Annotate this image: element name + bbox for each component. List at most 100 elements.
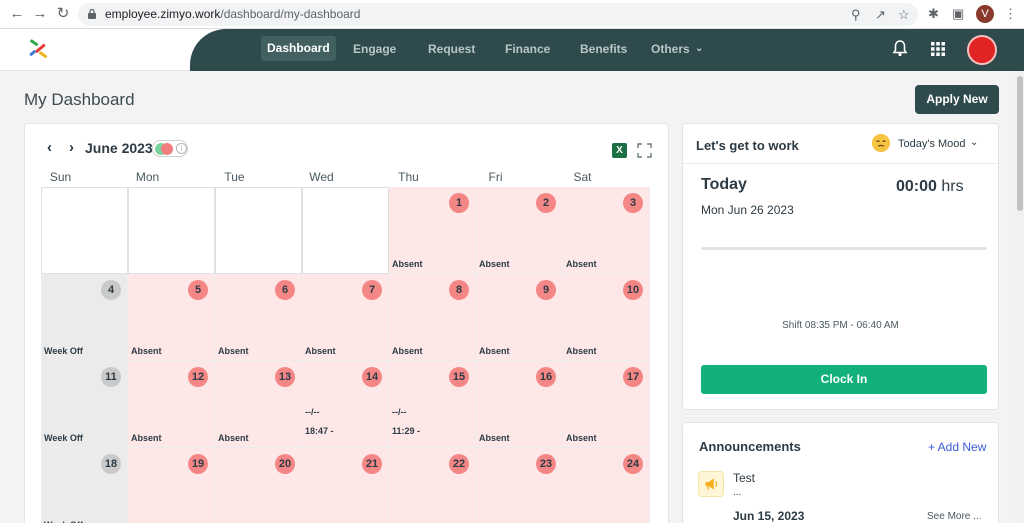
calendar-day-cell[interactable]: 20 [215, 448, 302, 523]
calendar-month-label: June 2023 [85, 140, 153, 156]
clock-in-button[interactable]: Clock In [701, 365, 987, 394]
weekday-label: Fri [488, 170, 503, 184]
fullscreen-expand-icon[interactable] [637, 143, 652, 158]
calendar-day-cell[interactable]: 4 Week Off [41, 274, 128, 361]
calendar-day-cell[interactable]: 11 Week Off [41, 361, 128, 448]
chevron-down-icon[interactable]: ⌄ [695, 43, 704, 54]
lock-icon [88, 9, 96, 19]
bell-icon[interactable] [892, 40, 908, 57]
top-navigation: Dashboard Engage Request Finance Benefit… [190, 29, 1024, 71]
day-number-badge: 24 [623, 454, 643, 474]
calendar-day-cell[interactable]: 15 --/-- 11:29 - [389, 361, 476, 448]
calendar-empty-cell [128, 187, 215, 274]
day-status: Absent [218, 346, 249, 356]
announcement-name[interactable]: Test [733, 471, 756, 485]
toggle-knob-red [161, 143, 173, 155]
day-number-badge: 16 [536, 367, 556, 387]
browser-menu-icon[interactable]: ⋮ [1004, 6, 1017, 21]
day-number-badge: 8 [449, 280, 469, 300]
day-status: Absent [392, 259, 423, 269]
day-number-badge: 20 [275, 454, 295, 474]
nav-engage[interactable]: Engage [353, 42, 397, 56]
calendar-day-cell[interactable]: 22 [389, 448, 476, 523]
calendar-day-cell[interactable]: 13 Absent [215, 361, 302, 448]
announcements-card: Announcements + Add New Test ... Jun 15,… [682, 422, 999, 523]
page-scrollbar[interactable] [1015, 71, 1024, 523]
chevron-down-icon: ⌄ [970, 137, 979, 148]
calendar-day-cell[interactable]: 9 Absent [476, 274, 563, 361]
calendar-day-cell[interactable]: 24 [563, 448, 650, 523]
share-icon[interactable]: ↗ [875, 7, 886, 22]
apply-new-button[interactable]: Apply New [915, 85, 999, 114]
weekday-label: Sat [573, 170, 592, 184]
page-title: My Dashboard [24, 90, 135, 109]
zimyo-logo-icon[interactable] [28, 38, 50, 60]
megaphone-icon [698, 471, 724, 497]
punch-in-time: --/-- [305, 407, 320, 417]
browser-profile-avatar[interactable]: V [976, 5, 994, 23]
calendar-day-cell[interactable]: 2 Absent [476, 187, 563, 274]
calendar-day-cell[interactable]: 16 Absent [476, 361, 563, 448]
day-status: Absent [131, 433, 162, 443]
day-number-badge: 9 [536, 280, 556, 300]
hours-worked: 00:00 hrs [896, 178, 964, 195]
day-number-badge: 5 [188, 280, 208, 300]
today-date: Mon Jun 26 2023 [701, 203, 794, 217]
calendar-view-toggle[interactable]: i [152, 140, 188, 157]
calendar-day-cell[interactable]: 14 --/-- 18:47 - [302, 361, 389, 448]
calendar-day-cell[interactable]: 10 Absent [563, 274, 650, 361]
calendar-day-cell[interactable]: 8 Absent [389, 274, 476, 361]
nav-benefits[interactable]: Benefits [580, 42, 628, 56]
calendar-day-cell[interactable]: 7 Absent [302, 274, 389, 361]
day-number-badge: 19 [188, 454, 208, 474]
weekday-label: Mon [135, 170, 160, 184]
calendar-day-cell[interactable]: 6 Absent [215, 274, 302, 361]
scrollbar-thumb[interactable] [1017, 76, 1023, 211]
calendar-day-cell[interactable]: 3 Absent [563, 187, 650, 274]
calendar-day-cell[interactable]: 5 Absent [128, 274, 215, 361]
excel-export-icon[interactable]: X [612, 143, 627, 158]
add-announcement-link[interactable]: + Add New [928, 440, 987, 454]
announcement-date: Jun 15, 2023 [733, 509, 805, 523]
zoom-icon[interactable]: ⚲ [851, 7, 861, 22]
calendar-day-cell[interactable]: 21 [302, 448, 389, 523]
day-status: Week Off [44, 346, 83, 356]
nav-dashboard[interactable]: Dashboard [261, 36, 336, 61]
calendar-empty-cell [302, 187, 389, 274]
day-number-badge: 2 [536, 193, 556, 213]
day-status: Absent [131, 346, 162, 356]
weekday-label: Sun [49, 170, 72, 184]
attendance-calendar: ‹ › June 2023 i X Sun Mon Tue Wed Thu Fri Sat … [24, 123, 669, 523]
forward-arrow-icon[interactable]: → [32, 5, 48, 22]
calendar-day-cell[interactable]: 12 Absent [128, 361, 215, 448]
nav-request[interactable]: Request [428, 42, 476, 56]
weekday-label: Wed [309, 170, 334, 184]
calendar-day-cell[interactable]: 23 [476, 448, 563, 523]
day-status: Absent [566, 433, 597, 443]
day-number-badge: 12 [188, 367, 208, 387]
see-more-link[interactable]: See More ... [927, 511, 982, 522]
reload-icon[interactable]: ↻ [56, 5, 70, 22]
punch-in-time: --/-- [392, 407, 407, 417]
bookmark-star-icon[interactable]: ☆ [898, 7, 910, 22]
side-panel-icon[interactable]: ▣ [952, 6, 965, 21]
day-status: Absent [392, 346, 423, 356]
day-status: Absent [566, 346, 597, 356]
nav-finance[interactable]: Finance [505, 42, 551, 56]
calendar-day-cell[interactable]: 19 [128, 448, 215, 523]
info-icon[interactable]: i [176, 143, 187, 154]
day-number-badge: 11 [101, 367, 121, 387]
prev-month-icon[interactable]: ‹ [47, 139, 52, 156]
calendar-day-cell[interactable]: 18 Week Off [41, 448, 128, 523]
day-number-badge: 7 [362, 280, 382, 300]
calendar-day-cell[interactable]: 1 Absent [389, 187, 476, 274]
extensions-icon[interactable]: ✱ [928, 6, 939, 21]
work-card-title: Let's get to work [696, 138, 799, 153]
apps-grid-icon[interactable] [931, 42, 945, 56]
user-avatar[interactable] [967, 35, 997, 65]
calendar-day-cell[interactable]: 17 Absent [563, 361, 650, 448]
address-bar[interactable]: employee.zimyo.work/dashboard/my-dashboa… [78, 3, 918, 26]
next-month-icon[interactable]: › [69, 139, 74, 156]
nav-others[interactable]: Others [651, 42, 690, 56]
back-arrow-icon[interactable]: ← [9, 5, 25, 22]
